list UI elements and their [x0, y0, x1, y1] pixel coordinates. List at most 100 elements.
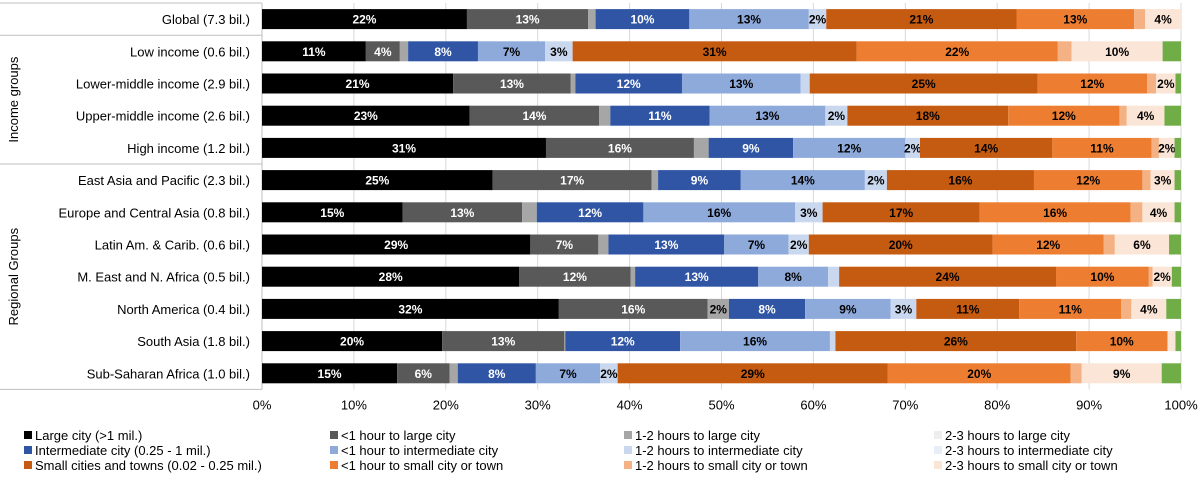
bar-data-label: 12%	[1076, 174, 1100, 188]
bar-data-label: 4%	[1150, 206, 1168, 220]
legend-label: 2-3 hours to small city or town	[945, 458, 1118, 473]
bar-segment	[1119, 105, 1127, 126]
bar-segment	[565, 331, 681, 352]
bar-data-label: 20%	[889, 238, 913, 252]
bar-segment	[600, 363, 618, 384]
bar-data-label: 10%	[1090, 270, 1114, 284]
y-category-labels: Global (7.3 bil.) Low income (0.6 bil.) Lo…	[59, 12, 251, 381]
bar-segment	[1130, 202, 1143, 223]
y-category-label: M. East and N. Africa (0.5 bil.)	[77, 270, 250, 285]
bar-data-label: 20%	[967, 367, 991, 381]
bar-segment	[608, 234, 725, 255]
bar-segment	[1114, 234, 1170, 255]
bar-segment	[1156, 73, 1176, 94]
bar-segment	[835, 331, 1077, 352]
bar-data-label: 7%	[503, 45, 521, 59]
bar-segment	[453, 73, 571, 94]
bar-segment	[1056, 266, 1149, 287]
bar-segment	[1164, 105, 1181, 126]
bar-data-label: 12%	[1036, 238, 1060, 252]
bar-data-label: 16%	[743, 335, 767, 349]
bar-segment	[1152, 266, 1172, 287]
bar-segment	[262, 105, 470, 126]
bar-segment	[262, 9, 467, 30]
bar-segment	[680, 331, 830, 352]
bar-segment	[1167, 331, 1169, 352]
bar-segment	[829, 331, 836, 352]
bar-data-label: 12%	[578, 206, 602, 220]
bar-segment	[826, 9, 1017, 30]
y-group-label: Regional Groups	[6, 227, 21, 325]
bar-segment	[469, 105, 600, 126]
bar-segment	[262, 137, 546, 158]
bar-segment	[1166, 298, 1181, 319]
bar-data-label: 7%	[556, 238, 574, 252]
bar-data-label: 31%	[703, 45, 727, 59]
y-category-label: High income (1.2 bil.)	[127, 141, 250, 156]
x-tick-label: 100%	[1164, 397, 1198, 412]
bar-segment	[805, 298, 891, 319]
legend-swatch	[624, 446, 632, 454]
bar-segment	[1174, 137, 1181, 158]
bar-segment	[788, 234, 809, 255]
bar-segment	[847, 105, 1009, 126]
bar-data-label: 29%	[741, 367, 765, 381]
bar-data-label: 3%	[1154, 174, 1172, 188]
bar-segment	[886, 170, 1034, 191]
bar-segment	[519, 266, 631, 287]
bar-data-label: 8%	[785, 270, 803, 284]
bar-segment	[856, 41, 1058, 62]
bar-data-label: 13%	[450, 206, 474, 220]
bar-data-label: 2%	[828, 109, 846, 123]
bar-segment	[522, 202, 537, 223]
bar-segment	[1103, 234, 1115, 255]
bar-data-label: 9%	[839, 302, 857, 316]
y-category-label: Lower-middle income (2.9 bil.)	[76, 77, 250, 92]
bar-segment	[658, 170, 741, 191]
chart-gridlines	[261, 3, 1182, 390]
bar-segment	[809, 73, 1038, 94]
bar-segment	[709, 105, 826, 126]
y-category-label: Low income (0.6 bil.)	[130, 44, 250, 59]
bar-segment	[457, 363, 536, 384]
bar-data-label: 12%	[837, 141, 861, 155]
bar-segment	[588, 9, 596, 30]
bar-data-label: 10%	[1105, 45, 1129, 59]
bar-segment	[1070, 363, 1082, 384]
bar-data-label: 32%	[398, 302, 422, 316]
bar-data-label: 8%	[758, 302, 776, 316]
bar-segment	[1142, 170, 1151, 191]
bar-segment	[1175, 73, 1181, 94]
bar-segment	[808, 234, 993, 255]
bar-segment	[1174, 170, 1181, 191]
bar-segment	[651, 170, 659, 191]
bar-data-label: 4%	[374, 45, 392, 59]
bar-segment	[262, 73, 454, 94]
bar-segment	[1161, 363, 1181, 384]
bar-segment	[262, 202, 403, 223]
bar-data-label: 3%	[800, 206, 818, 220]
bar-data-label: 11%	[648, 109, 672, 123]
bar-segment	[1175, 331, 1181, 352]
x-tick-label: 20%	[433, 397, 459, 412]
bar-segment	[564, 331, 566, 352]
bar-data-label: 11%	[302, 45, 326, 59]
bar-segment	[728, 298, 806, 319]
legend-label: 2-3 hours to intermediate city	[945, 443, 1113, 458]
bar-segment	[828, 266, 840, 287]
bar-data-label: 2%	[1157, 77, 1175, 91]
legend-label: <1 hour to small city or town	[341, 458, 503, 473]
bar-segment	[262, 331, 443, 352]
legend-label: 1-2 hours to large city	[635, 428, 761, 443]
bar-data-label: 9%	[1113, 367, 1131, 381]
bar-segment	[1148, 266, 1153, 287]
bar-data-label: 14%	[791, 174, 815, 188]
bar-data-label: 13%	[755, 109, 779, 123]
bar-segment	[740, 170, 865, 191]
group-separators	[0, 2, 263, 390]
bar-segment	[708, 137, 794, 158]
bar-segment	[643, 202, 796, 223]
y-category-label: Sub-Saharan Africa (1.0 bil.)	[87, 366, 250, 381]
bar-data-label: 11%	[1090, 141, 1114, 155]
